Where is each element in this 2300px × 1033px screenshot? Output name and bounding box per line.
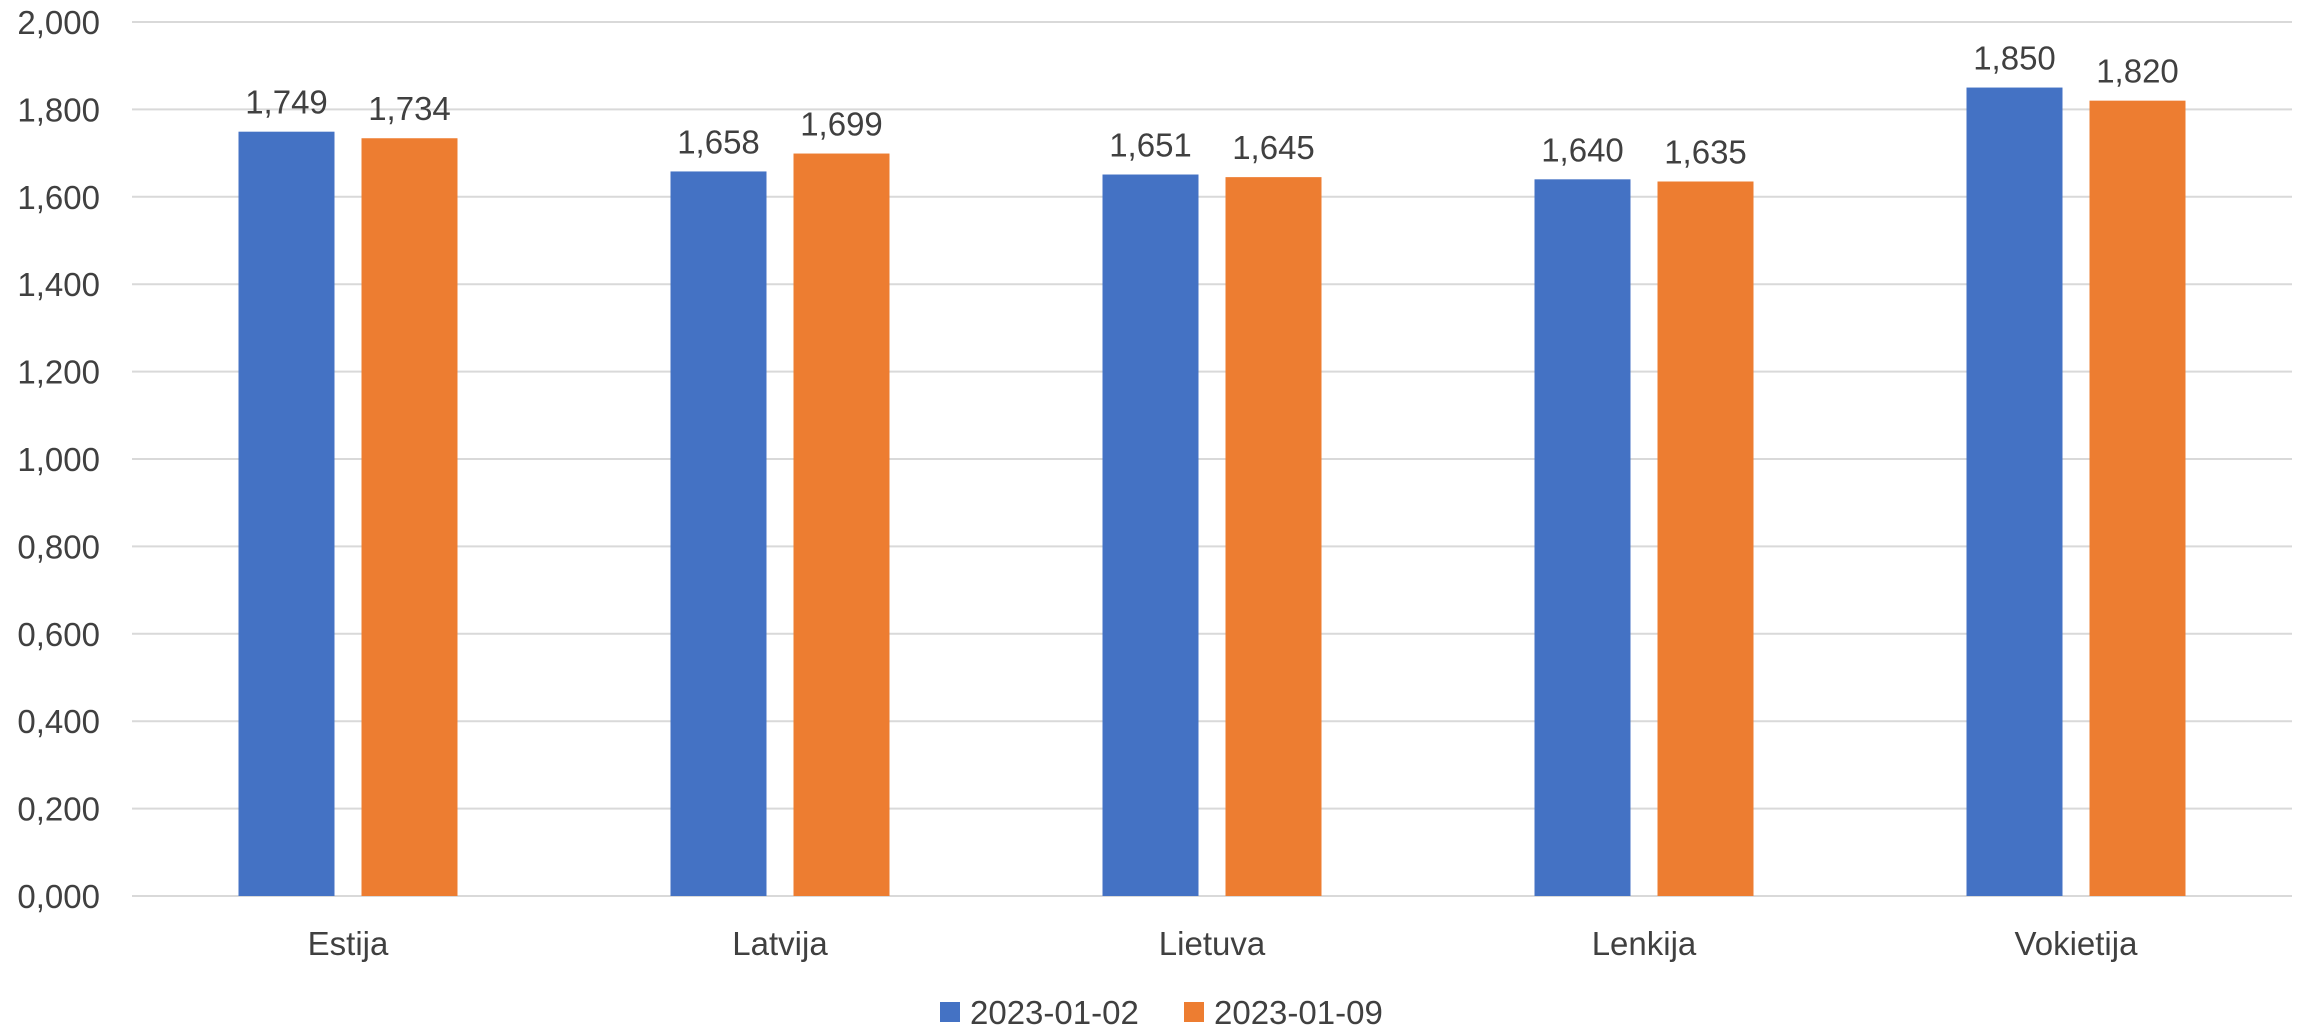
y-tick-label: 0,200 <box>17 791 100 828</box>
data-label: 1,699 <box>800 106 883 143</box>
legend-label: 2023-01-09 <box>1214 994 1383 1028</box>
y-tick-label: 0,400 <box>17 703 100 740</box>
bar-lietuva-series-2 <box>1225 177 1322 896</box>
bar-vokietija-series-1 <box>1966 87 2063 897</box>
legend-swatch <box>940 1002 960 1022</box>
y-tick-label: 1,400 <box>17 266 100 303</box>
bar-estija-series-1 <box>238 131 335 896</box>
bar-lenkija-series-2 <box>1657 181 1754 896</box>
y-tick-label: 1,800 <box>17 91 100 128</box>
x-category-label: Lietuva <box>1159 925 1266 962</box>
legend-swatch <box>1184 1002 1204 1022</box>
data-label: 1,820 <box>2096 53 2179 90</box>
bar-lenkija-series-1 <box>1534 179 1631 896</box>
x-category-label: Vokietija <box>2015 925 2139 962</box>
data-labels: 1,749 1,734 1,658 1,699 1,651 1,645 1,640 1,635… <box>245 40 2179 171</box>
bar-vokietija-series-2 <box>2089 100 2186 896</box>
data-label: 1,850 <box>1973 40 2056 77</box>
y-tick-label: 2,000 <box>17 4 100 41</box>
data-label: 1,640 <box>1541 131 1624 168</box>
bars <box>238 87 2186 897</box>
bar-estija-series-2 <box>361 138 458 896</box>
y-axis-tick-labels: 0,000 0,200 0,400 0,600 0,800 1,000 1,200 1,400… <box>17 4 100 915</box>
y-tick-label: 1,000 <box>17 441 100 478</box>
legend: 2023-01-02 2023-01-09 <box>940 994 1383 1031</box>
data-label: 1,658 <box>677 123 760 160</box>
y-tick-label: 0,600 <box>17 616 100 653</box>
data-label: 1,734 <box>368 90 451 127</box>
gridlines <box>132 21 2292 897</box>
data-label: 1,645 <box>1232 129 1315 166</box>
data-label: 1,651 <box>1109 127 1192 164</box>
data-label: 1,635 <box>1664 134 1747 171</box>
y-tick-label: 1,200 <box>17 354 100 391</box>
y-tick-label: 1,600 <box>17 179 100 216</box>
bar-latvija-series-2 <box>793 153 890 897</box>
y-tick-label: 0,800 <box>17 528 100 565</box>
x-category-label: Lenkija <box>1592 925 1697 962</box>
bar-lietuva-series-1 <box>1102 174 1199 896</box>
bar-latvija-series-1 <box>670 171 767 897</box>
y-tick-label: 0,000 <box>17 878 100 915</box>
data-label: 1,749 <box>245 84 328 121</box>
x-axis-category-labels: Estija Latvija Lietuva Lenkija Vokietija <box>308 925 2138 962</box>
x-category-label: Estija <box>308 925 389 962</box>
x-category-label: Latvija <box>732 925 828 962</box>
legend-label: 2023-01-02 <box>970 994 1139 1028</box>
